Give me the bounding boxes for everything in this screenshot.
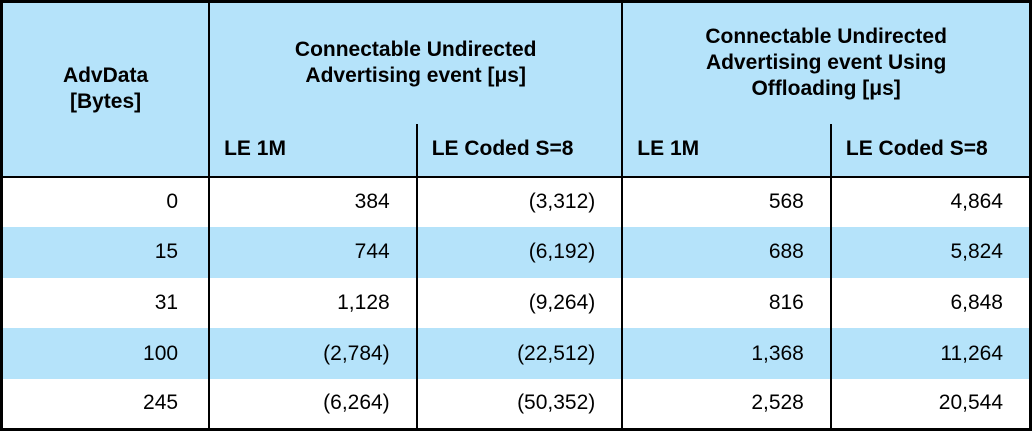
- group-header-row: AdvData [Bytes] Connectable Undirected A…: [1, 1, 1031, 178]
- subheader-le1m-offload: LE 1M: [622, 123, 832, 178]
- cell-lecoded-offload: 20,544: [830, 378, 1031, 430]
- table-row: 0 384 (3,312) 568 4,864: [1, 176, 1031, 228]
- cell-le1m-offload: 568: [622, 176, 832, 228]
- cell-advdata: 245: [1, 378, 211, 430]
- subheader-le1m-plain: LE 1M: [209, 123, 418, 178]
- cell-le1m-plain: (2,784): [209, 328, 418, 379]
- cell-lecoded-offload: 11,264: [830, 328, 1031, 379]
- cell-advdata: 15: [1, 227, 211, 278]
- cell-advdata: 0: [1, 176, 211, 228]
- cell-advdata: 31: [1, 277, 211, 329]
- cell-le1m-offload: 1,368: [622, 328, 832, 379]
- cell-lecoded-offload: 5,824: [830, 227, 1031, 278]
- cell-le1m-plain: 744: [209, 227, 418, 278]
- group-header-offloading: Connectable Undirected Advertising event…: [622, 1, 1031, 124]
- cell-le1m-plain: 384: [209, 176, 418, 228]
- cell-lecoded-offload: 4,864: [830, 176, 1031, 228]
- cell-advdata: 100: [1, 328, 211, 379]
- cell-lecoded-plain: (22,512): [416, 328, 624, 379]
- table-row: 100 (2,784) (22,512) 1,368 11,264: [1, 328, 1031, 379]
- advdata-column-header: AdvData [Bytes]: [1, 1, 211, 178]
- cell-lecoded-plain: (9,264): [416, 277, 624, 329]
- subheader-lecoded-offload: LE Coded S=8: [830, 123, 1031, 178]
- cell-le1m-offload: 2,528: [622, 378, 832, 430]
- table-row: 245 (6,264) (50,352) 2,528 20,544: [1, 378, 1031, 430]
- table-row: 15 744 (6,192) 688 5,824: [1, 227, 1031, 278]
- group-header-connectable-undirected: Connectable Undirected Advertising event…: [209, 1, 624, 124]
- sub-header-row: LE 1M LE Coded S=8 LE 1M LE Coded S=8: [2, 123, 1031, 178]
- cell-le1m-offload: 688: [622, 227, 832, 278]
- cell-lecoded-offload: 6,848: [830, 277, 1031, 329]
- table-row: 31 1,128 (9,264) 816 6,848: [1, 277, 1031, 329]
- subheader-lecoded-plain: LE Coded S=8: [416, 123, 624, 178]
- cell-le1m-plain: (6,264): [209, 378, 418, 430]
- cell-lecoded-plain: (50,352): [416, 378, 624, 430]
- cell-le1m-plain: 1,128: [209, 277, 418, 329]
- cell-lecoded-plain: (6,192): [416, 227, 624, 278]
- cell-lecoded-plain: (3,312): [416, 176, 624, 228]
- cell-le1m-offload: 816: [622, 277, 832, 329]
